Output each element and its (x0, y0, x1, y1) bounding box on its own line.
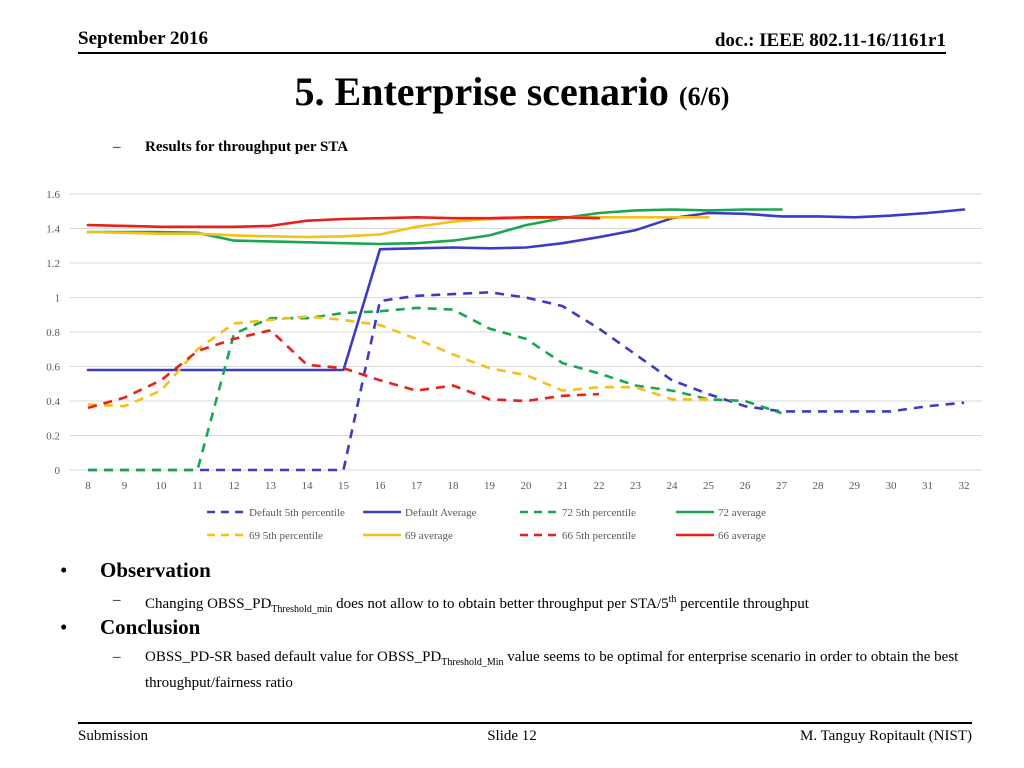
series-line (88, 290, 965, 472)
x-tick-label: 21 (557, 480, 568, 492)
observation-text-mid: does not allow to to obtain better throu… (332, 596, 669, 612)
x-tick-label: 23 (630, 480, 642, 492)
series-line (86, 216, 710, 239)
legend-label: 72 average (718, 507, 766, 519)
y-tick-label: 0.2 (46, 431, 60, 443)
footer-slide-number: Slide 12 (487, 728, 537, 744)
x-tick-label: 31 (922, 480, 933, 492)
results-label-text: Results for throughput per STA (145, 139, 349, 155)
conclusion-heading: • Conclusion (60, 615, 200, 640)
observation-heading: • Observation (60, 558, 211, 583)
x-tick-label: 26 (740, 480, 752, 492)
conclusion-heading-text: Conclusion (100, 615, 201, 639)
x-tick-label: 18 (448, 480, 460, 492)
x-tick-label: 13 (265, 480, 277, 492)
conclusion-text-post: value seems to be optimal for enterprise… (145, 649, 959, 691)
series-line (88, 306, 782, 472)
series-line (87, 315, 709, 408)
observation-text-post: percentile throughput (676, 596, 809, 612)
x-tick-label: 12 (229, 480, 240, 492)
x-tick-label: 9 (122, 480, 128, 492)
x-tick-label: 20 (521, 480, 533, 492)
legend-label: Default Average (405, 507, 477, 519)
dash-glyph: – (113, 649, 121, 665)
observation-text-sup: th (668, 594, 677, 605)
observation-text-pre: Changing OBSS_PD (145, 596, 272, 612)
y-tick-label: 1.4 (46, 224, 60, 236)
y-tick-label: 0.8 (46, 327, 60, 339)
x-tick-label: 17 (411, 480, 423, 492)
x-tick-label: 28 (813, 480, 825, 492)
x-tick-label: 22 (594, 480, 605, 492)
slide-title-main: 5. Enterprise scenario (294, 69, 669, 114)
x-tick-label: 10 (156, 480, 168, 492)
x-tick-label: 14 (302, 480, 314, 492)
throughput-chart: 0 0.2 0.4 0.6 0.8 1 1.2 1.4 1.6 8 9 10 11 12 13 14 15 16 1… (46, 189, 982, 542)
series-line (86, 216, 601, 229)
header-rule (78, 52, 946, 54)
y-tick-label: 1 (55, 293, 61, 305)
observation-line: – Changing OBSS_PDThreshold_min does not… (113, 590, 963, 620)
dash-glyph: – (113, 139, 121, 155)
series-line (87, 328, 600, 410)
results-label: – Results for throughput per STA (113, 139, 348, 156)
x-tick-label: 24 (667, 480, 679, 492)
x-tick-label: 32 (959, 480, 970, 492)
conclusion-text-sub: Threshold_Min (441, 657, 504, 668)
x-tick-label: 11 (192, 480, 203, 492)
bullet-glyph: • (60, 615, 68, 639)
dash-glyph: – (113, 592, 121, 608)
y-tick-label: 0.6 (46, 362, 60, 374)
y-tick-label: 0.4 (46, 396, 60, 408)
conclusion-line: – OBSS_PD-SR based default value for OBS… (113, 647, 963, 693)
x-tick-label: 15 (338, 480, 350, 492)
observation-text-sub: Threshold_min (271, 604, 333, 615)
observation-heading-text: Observation (100, 558, 211, 582)
header-doc-id: doc.: IEEE 802.11-16/1161r1 (714, 30, 946, 51)
x-tick-label: 16 (375, 480, 387, 492)
x-tick-label: 27 (776, 480, 788, 492)
x-tick-label: 30 (886, 480, 898, 492)
x-tick-label: 29 (849, 480, 861, 492)
series-line (86, 208, 966, 372)
legend-label: 69 average (405, 530, 453, 542)
y-tick-label: 1.6 (46, 189, 60, 201)
legend-label: 69 5th percentile (249, 530, 323, 542)
y-tick-label: 0 (55, 465, 61, 477)
y-tick-label: 1.2 (46, 258, 60, 270)
footer-author: M. Tanguy Ropitault (NIST) (800, 728, 972, 744)
x-tick-label: 8 (85, 480, 91, 492)
bullet-glyph: • (60, 558, 68, 582)
x-tick-label: 19 (484, 480, 496, 492)
footer-rule (78, 722, 972, 724)
slide-title-sub: (6/6) (678, 82, 730, 111)
slide-title: 5. Enterprise scenario (6/6) (0, 68, 1024, 115)
x-tick-label: 25 (703, 480, 715, 492)
header-date: September 2016 (78, 28, 208, 49)
conclusion-text-pre: OBSS_PD-SR based default value for OBSS_… (145, 649, 442, 665)
legend-label: 66 5th percentile (562, 530, 636, 542)
footer-submission: Submission (78, 728, 149, 744)
legend-label: 72 5th percentile (562, 507, 636, 519)
legend-label: 66 average (718, 530, 766, 542)
legend-label: Default 5th percentile (249, 507, 345, 519)
